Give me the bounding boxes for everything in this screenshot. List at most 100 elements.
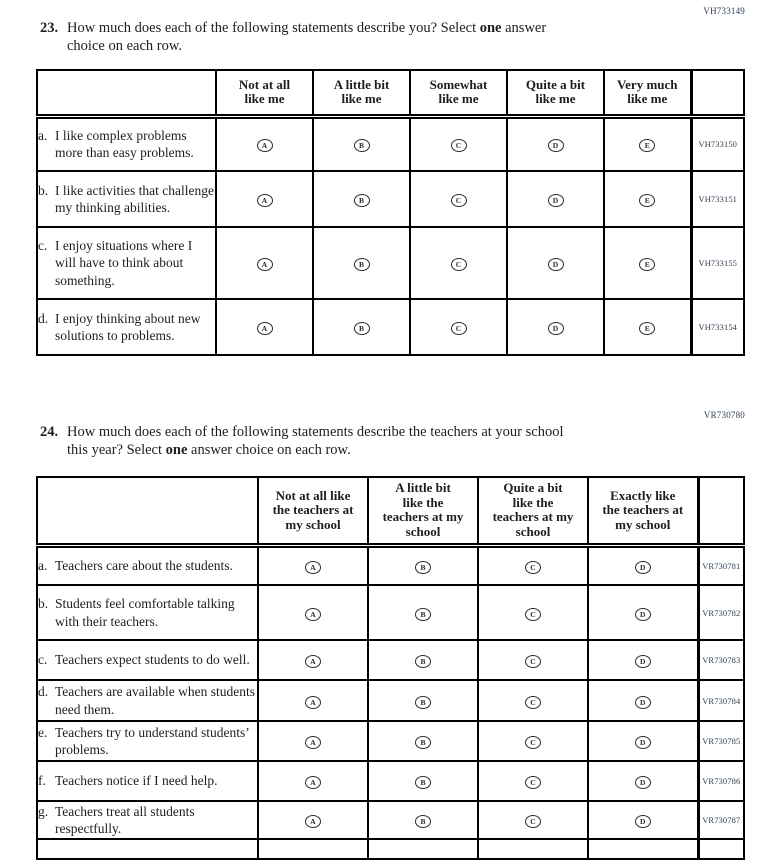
choice-bubble[interactable]: B (415, 560, 431, 574)
question-24-section: VR730780 24. How much does each of the f… (0, 410, 773, 860)
question-23-section: VH733149 23. How much does each of the f… (0, 0, 773, 356)
choice-bubble[interactable]: E (639, 139, 656, 153)
choice-bubble[interactable]: C (525, 695, 541, 709)
item-code: VR730786 (696, 760, 744, 801)
question-23-prompt: 23. How much does each of the following … (40, 19, 773, 55)
choice-bubble[interactable]: D (547, 194, 564, 207)
choice-bubble[interactable]: A (305, 695, 321, 709)
choice-bubble[interactable]: D (634, 815, 651, 828)
table-row: b. I like activities that challenge my th… (37, 170, 744, 227)
choice-bubble[interactable]: C (525, 655, 541, 668)
item-code: VH733155 (689, 226, 744, 299)
choice-bubble[interactable]: A (305, 655, 321, 668)
statement-letter: d. (38, 684, 49, 699)
choice-bubble[interactable]: B (415, 655, 431, 668)
statement-cell: a. I like complex problems more than easy… (37, 116, 216, 171)
column-header-exactly-like-teachers: Exactly like the teachers at my school (587, 477, 698, 548)
choice-bubble[interactable]: B (353, 194, 370, 207)
statement-text: Teachers treat all students respectfully… (55, 803, 195, 837)
choice-bubble[interactable]: A (305, 815, 321, 828)
column-header-little-bit-like-teachers: A little bit like the teachers at my sch… (367, 477, 478, 548)
statement-letter: e. (38, 724, 48, 740)
choice-bubble[interactable]: E (639, 258, 656, 271)
choice-bubble[interactable]: A (256, 258, 273, 271)
choice-bubble[interactable]: A (305, 776, 321, 789)
choice-bubble[interactable]: D (634, 736, 651, 749)
column-header-somewhat: Somewhat like me (409, 70, 507, 119)
choice-bubble[interactable]: A (256, 139, 273, 153)
choice-bubble[interactable]: B (415, 695, 431, 709)
prompt-text: How much does each of the following stat… (67, 424, 564, 440)
question-24-text: How much does each of the following stat… (67, 423, 707, 459)
choice-bubble[interactable]: D (634, 695, 651, 709)
q24-header-row: Not at all like the teachers at my schoo… (37, 477, 744, 548)
choice-bubble[interactable]: C (450, 322, 467, 335)
statement-cell: e. Teachers try to understand students’ p… (37, 720, 258, 761)
choice-bubble[interactable]: C (450, 139, 467, 153)
choice-bubble[interactable]: C (525, 776, 541, 789)
statement-text: Teachers care about the students. (55, 558, 233, 573)
choice-bubble[interactable]: C (450, 258, 467, 271)
choice-bubble[interactable]: C (525, 815, 541, 828)
choice-bubble[interactable]: A (256, 322, 273, 335)
choice-bubble[interactable]: B (415, 815, 431, 828)
item-code: VR730785 (696, 720, 744, 761)
statement-text: Teachers notice if I need help. (55, 773, 218, 789)
column-header-not-at-all-like-teachers: Not at all like the teachers at my schoo… (257, 477, 368, 548)
choice-bubble[interactable]: D (547, 322, 564, 335)
statement-cell: b. Students feel comfortable talking with… (37, 584, 258, 640)
choice-bubble[interactable]: E (639, 194, 656, 207)
choice-bubble[interactable]: B (353, 322, 370, 335)
item-code: VH733150 (689, 116, 744, 171)
question-24-code: VR730780 (703, 410, 745, 420)
item-code: VR730781 (696, 545, 744, 585)
choice-bubble[interactable]: B (415, 736, 431, 749)
choice-bubble[interactable]: B (415, 607, 431, 621)
choice-bubble[interactable]: A (256, 194, 273, 207)
statement-text: Teachers are available when students nee… (55, 684, 255, 717)
choice-bubble[interactable]: D (634, 655, 651, 668)
prompt-text: answer choice on each row. (187, 442, 351, 458)
statement-letter: a. (38, 558, 48, 573)
prompt-text: How much does each of the following stat… (67, 20, 480, 36)
question-23-number: 23. (40, 20, 59, 36)
choice-bubble[interactable]: C (450, 194, 467, 207)
q23-header-row: Not at all like me A little bit like me … (37, 70, 744, 119)
table-row-partial (37, 838, 744, 859)
column-header-not-at-all: Not at all like me (215, 70, 313, 119)
column-header-a-little-bit: A little bit like me (312, 70, 410, 119)
choice-bubble[interactable]: D (547, 139, 564, 153)
choice-bubble[interactable]: D (547, 258, 564, 271)
question-24-number: 24. (40, 424, 59, 440)
statement-letter: g. (38, 803, 49, 819)
choice-bubble[interactable]: E (639, 322, 656, 335)
choice-bubble[interactable]: A (305, 560, 321, 574)
table-row: b. Students feel comfortable talking with… (37, 584, 744, 640)
statement-cell: g. Teachers treat all students respectful… (37, 800, 258, 839)
choice-bubble[interactable]: B (415, 776, 431, 789)
item-code: VR730782 (696, 584, 744, 640)
prompt-bold-word: one (165, 442, 188, 458)
statement-letter: a. (38, 127, 48, 143)
choice-bubble[interactable]: C (525, 560, 541, 574)
statement-text: I enjoy situations where I will have to … (55, 237, 193, 288)
choice-bubble[interactable]: D (634, 776, 651, 789)
choice-bubble[interactable]: B (353, 258, 370, 271)
item-code: VH733151 (689, 170, 744, 227)
statement-cell: a. Teachers care about the students. (37, 545, 258, 585)
choice-bubble[interactable]: A (305, 607, 321, 621)
prompt-text: answer (501, 20, 547, 36)
choice-bubble[interactable]: D (634, 607, 651, 621)
choice-bubble[interactable]: C (525, 736, 541, 749)
choice-bubble[interactable]: C (525, 607, 541, 621)
prompt-bold-word: one (479, 20, 502, 36)
choice-bubble[interactable]: B (353, 139, 370, 153)
choice-bubble[interactable]: A (305, 736, 321, 749)
statement-column-header (37, 70, 216, 119)
column-header-quite-a-bit: Quite a bit like me (506, 70, 604, 119)
item-code: VR730784 (696, 679, 744, 721)
table-row: a. Teachers care about the students. A B … (37, 545, 744, 585)
column-header-very-much: Very much like me (603, 70, 691, 119)
choice-bubble[interactable]: D (634, 560, 651, 574)
